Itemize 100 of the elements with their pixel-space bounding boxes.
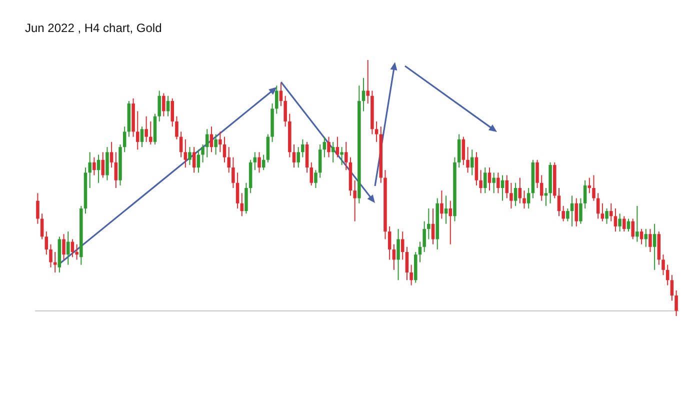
candlestick [600,202,604,222]
candlestick [540,174,544,202]
candlestick [92,156,96,176]
candlestick [422,220,426,252]
candlestick [236,172,240,209]
candlestick [522,190,526,209]
candlestick [136,110,140,150]
candlestick [440,190,444,220]
candlestick [322,136,326,158]
candlestick [644,228,648,248]
candlestick [670,274,674,302]
candlestick [574,198,578,227]
candlestick [662,254,665,276]
candlestick [344,141,348,171]
candlestick [244,182,248,214]
candlestick [488,167,492,192]
candlestick [374,120,378,142]
candlestick [492,172,496,194]
candlestick [149,120,152,145]
candlestick [144,116,148,142]
candlestick [466,146,470,174]
candlestick [518,177,522,204]
candlestick [618,213,622,232]
candlestick [218,131,222,153]
candlestick [327,136,330,158]
candlestick [331,141,335,163]
candlestick [175,116,178,140]
candlestick [652,223,656,270]
candlestick [605,208,608,224]
candlestick [192,146,196,174]
candlestick [505,174,508,199]
candlestick [640,228,644,245]
candlestick [292,144,296,168]
candlestick [366,60,370,104]
candlestick [106,146,109,181]
candlestick [214,134,218,156]
candlestick [388,226,392,260]
candlestick [392,244,396,270]
candlestick [474,152,478,186]
candlestick [305,141,309,174]
candlestick [201,144,204,163]
candlestick [470,149,474,176]
candlestick [479,170,482,194]
candlestick [427,208,430,240]
candlestick [210,126,214,153]
candlestick [557,188,561,217]
candlestick [622,216,626,232]
candlestick [284,95,287,128]
candlestick [666,264,670,286]
candlestick [188,146,192,166]
candlestick [400,231,404,260]
candlestick [318,144,322,178]
candlestick [536,159,539,188]
candlestick [253,152,257,171]
candlestick [62,234,66,260]
candlestick [227,146,230,174]
candlestick [448,200,452,245]
candlestick [96,154,100,184]
candlestick [396,228,400,281]
candlestick [562,205,565,222]
candlestick [462,136,466,166]
candlestick [240,192,244,217]
candlestick [570,195,574,227]
candlestick [222,136,226,163]
candlestick [258,152,261,174]
candlestick [583,180,587,209]
candlestick [410,264,413,286]
candlestick [314,170,318,188]
candlestick [579,198,582,224]
candlestick [631,218,634,240]
candlestick [444,195,448,224]
candlestick [484,167,487,194]
candlestick [510,182,513,209]
candlestick [70,238,74,258]
candlestick [110,141,114,168]
candlestick [179,131,183,158]
candlestick [88,152,92,188]
candlestick [431,208,435,245]
candlestick [336,136,340,158]
candlestick [44,231,48,256]
candlestick [626,218,630,232]
candlestick [544,188,548,206]
candlestick [66,231,70,266]
candlestick [496,172,500,194]
candlestick [609,202,613,222]
candlestick [266,134,270,163]
candlestick [184,138,188,168]
candlestick [232,156,235,188]
candlestick [614,208,618,232]
candlestick [500,174,504,202]
candlestick [75,244,78,260]
candlestick [526,188,530,209]
candlestick [674,290,678,316]
candlestick [101,152,105,178]
candlestick [140,126,144,148]
candlestick [310,162,314,186]
candlestick [405,246,409,281]
candlestick [362,77,366,112]
candlestick [170,98,174,128]
candlestick [596,192,600,220]
